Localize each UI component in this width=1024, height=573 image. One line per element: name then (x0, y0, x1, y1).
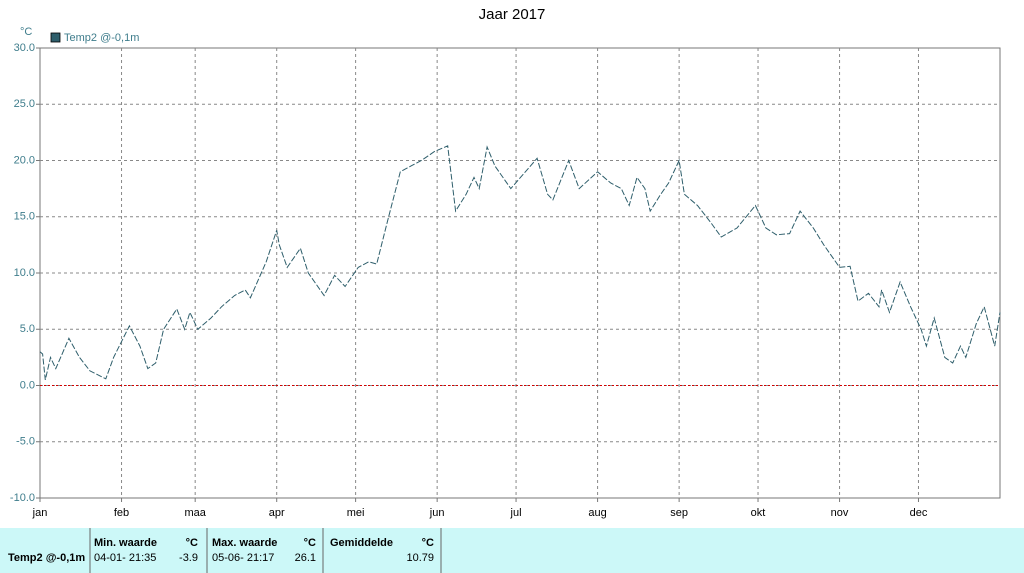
stats-value: 26.1 (295, 552, 316, 564)
x-tick-label: okt (751, 507, 766, 519)
y-unit: °C (20, 26, 32, 38)
x-tick-label: jun (429, 507, 445, 519)
legend-label: Temp2 @-0,1m (64, 32, 139, 44)
x-tick-label: apr (269, 507, 285, 519)
y-tick-label: 25.0 (14, 98, 35, 110)
stats-unit: °C (186, 537, 198, 549)
stats-time: 05-06- 21:17 (212, 552, 274, 564)
y-tick-label: 20.0 (14, 154, 35, 166)
x-tick-label: dec (910, 507, 928, 519)
x-tick-label: jul (510, 507, 522, 519)
stats-value: -3.9 (179, 552, 198, 564)
x-tick-label: jan (32, 507, 48, 519)
y-tick-label: 10.0 (14, 267, 35, 279)
stats-header: Min. waarde (94, 537, 157, 549)
y-tick-label: 5.0 (20, 323, 35, 335)
stats-value: 10.79 (406, 552, 434, 564)
stats-time: 04-01- 21:35 (94, 552, 156, 564)
stats-panel (0, 528, 1024, 573)
x-tick-label: mei (347, 507, 365, 519)
y-tick-label: 15.0 (14, 211, 35, 223)
x-tick-label: nov (831, 507, 849, 519)
series-line (39, 145, 1001, 381)
stats-unit: °C (422, 537, 434, 549)
x-tick-label: maa (184, 507, 206, 519)
y-tick-label: -5.0 (16, 436, 35, 448)
stats-series: Temp2 @-0,1m (8, 552, 85, 564)
y-tick-label: 30.0 (14, 42, 35, 54)
y-tick-label: -10.0 (10, 492, 35, 504)
x-tick-label: sep (670, 507, 688, 519)
stats-header: Max. waarde (212, 537, 277, 549)
y-tick-label: 0.0 (20, 379, 35, 391)
x-tick-label: aug (588, 507, 606, 519)
stats-unit: °C (304, 537, 316, 549)
legend-swatch (50, 32, 61, 43)
stats-header: Gemiddelde (330, 537, 393, 549)
chart-title: Jaar 2017 (479, 6, 546, 23)
x-tick-label: feb (114, 507, 129, 519)
